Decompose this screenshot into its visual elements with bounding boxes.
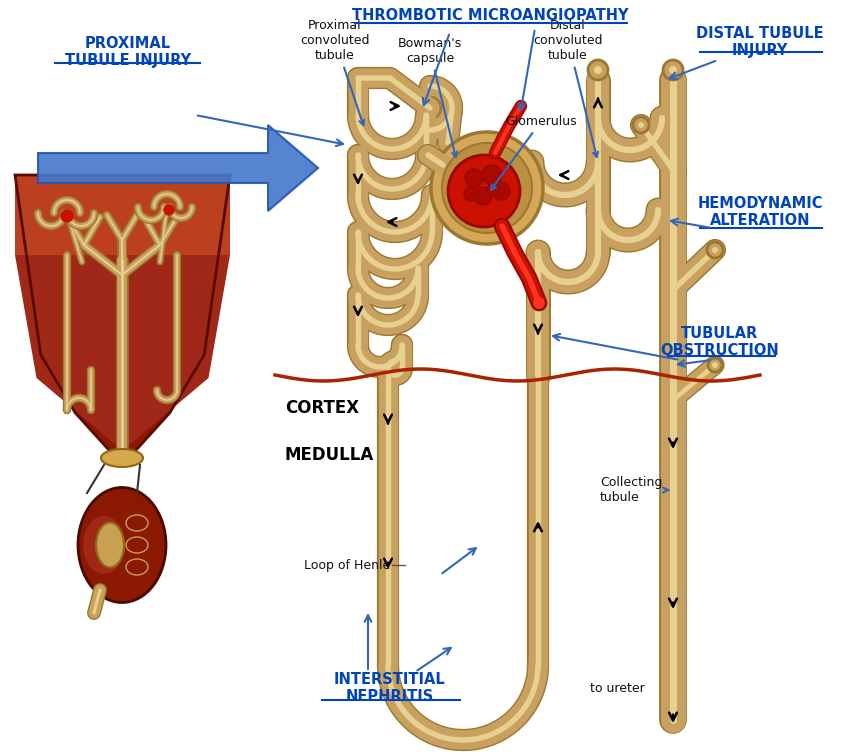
Polygon shape [15,175,230,255]
Ellipse shape [101,449,143,467]
Text: Collecting
tubule: Collecting tubule [600,476,668,504]
Polygon shape [15,175,230,465]
Text: THROMBOTIC MICROANGIOPATHY: THROMBOTIC MICROANGIOPATHY [352,8,628,23]
Circle shape [594,66,602,74]
Text: to ureter: to ureter [590,682,645,695]
Text: INTERSTITIAL
NEPHRITIS: INTERSTITIAL NEPHRITIS [334,672,446,704]
Circle shape [638,122,644,128]
Text: TUBULAR
OBSTRUCTION: TUBULAR OBSTRUCTION [660,326,779,358]
Ellipse shape [126,515,148,531]
Circle shape [534,298,544,308]
Circle shape [448,155,520,227]
Circle shape [464,187,478,201]
Text: Bowman's
capsule: Bowman's capsule [398,37,462,157]
Circle shape [712,362,718,368]
Circle shape [712,247,718,253]
Ellipse shape [83,516,125,574]
Text: DISTAL TUBULE
INJURY: DISTAL TUBULE INJURY [696,26,824,58]
Text: PROXIMAL
TUBULE INJURY: PROXIMAL TUBULE INJURY [65,35,191,68]
Text: Glomerulus: Glomerulus [491,115,576,190]
Text: CORTEX: CORTEX [285,399,359,417]
Circle shape [61,210,73,222]
Circle shape [633,117,649,133]
Text: HEMODYNAMIC
ALTERATION: HEMODYNAMIC ALTERATION [697,196,823,228]
Circle shape [487,184,499,196]
Circle shape [669,66,677,74]
Ellipse shape [96,522,124,568]
Circle shape [588,60,608,80]
Text: MEDULLA: MEDULLA [285,446,374,464]
Text: Proximal
convoluted
tubule: Proximal convoluted tubule [300,19,370,125]
Circle shape [474,187,492,205]
Text: Distal
convoluted
tubule: Distal convoluted tubule [533,19,603,157]
Text: Loop of Henle: Loop of Henle [303,559,390,572]
Circle shape [707,242,723,258]
Ellipse shape [126,559,148,575]
Ellipse shape [126,537,148,553]
Polygon shape [38,125,318,211]
Circle shape [431,132,543,244]
Circle shape [465,169,483,187]
Polygon shape [15,255,230,451]
Ellipse shape [78,488,166,602]
Circle shape [492,182,510,200]
Circle shape [164,205,174,215]
Circle shape [442,143,532,233]
Circle shape [663,60,683,80]
Circle shape [482,165,502,185]
Circle shape [708,358,722,372]
